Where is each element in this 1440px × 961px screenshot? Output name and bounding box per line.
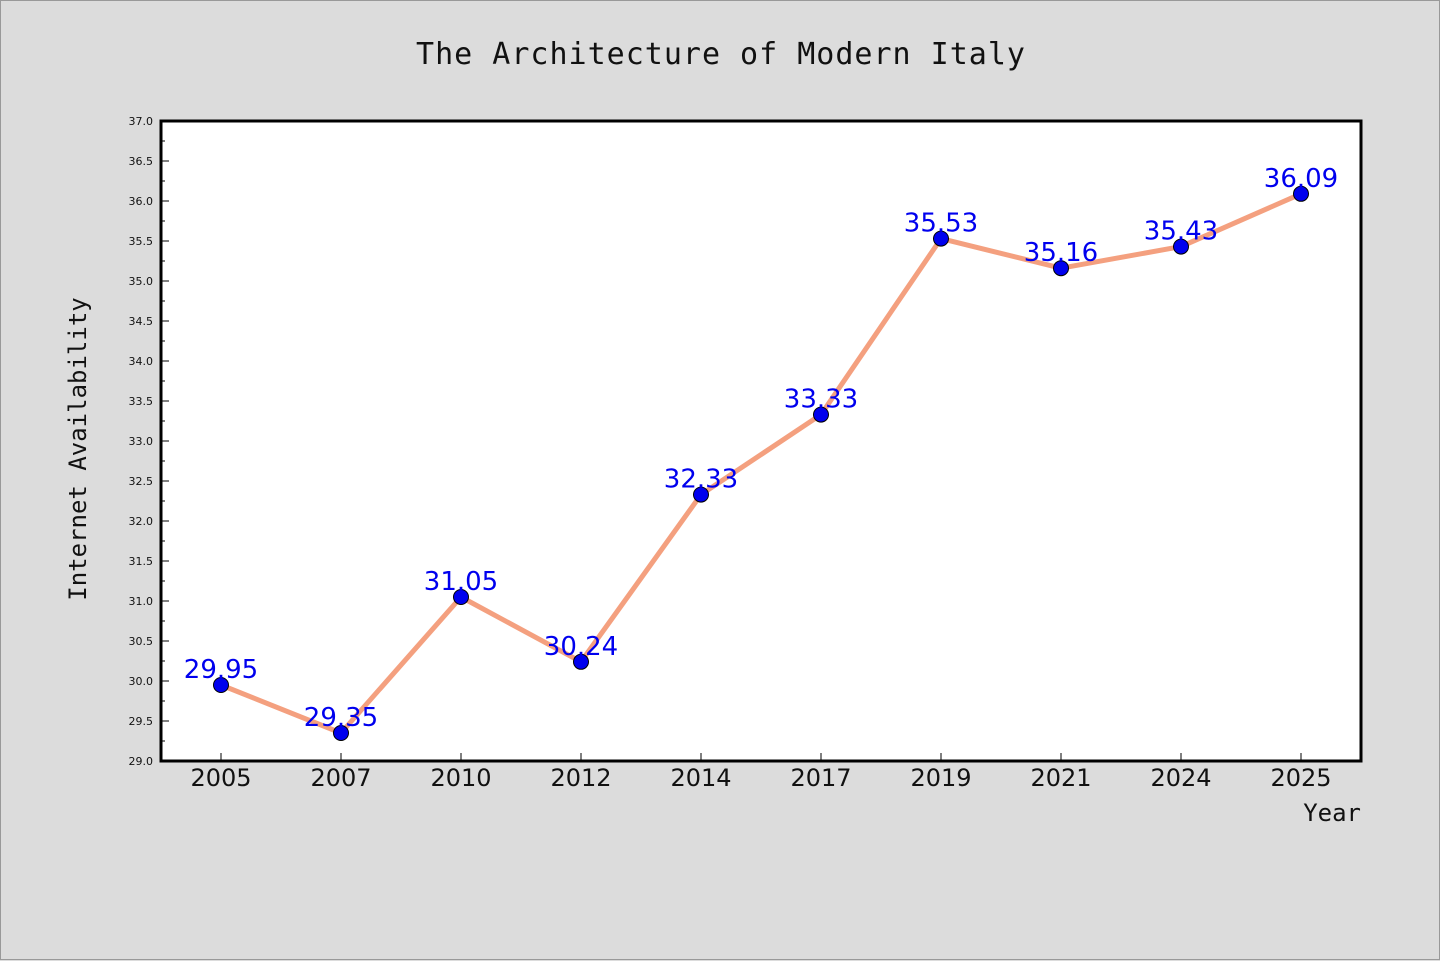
y-tick-label: 37.0 [129, 115, 154, 128]
y-tick-label: 31.5 [129, 555, 154, 568]
y-tick-label: 31.0 [129, 595, 154, 608]
data-labels: 29.95 29.35 31.05 30.24 32.33 33.33 35.53 35.16… [184, 164, 1338, 733]
y-tick-label: 32.5 [129, 475, 154, 488]
x-axis-label: Year [1303, 799, 1361, 827]
y-tick-label: 30.0 [129, 675, 154, 688]
data-point [1053, 260, 1069, 277]
y-tick-label: 29.0 [129, 755, 154, 768]
data-point [933, 230, 949, 247]
y-tick-label: 29.5 [129, 715, 154, 728]
data-point [813, 406, 829, 423]
x-tick-label: 2014 [670, 764, 731, 792]
x-axis-ticks: 2005 2007 2010 2012 2014 2017 2019 2021 2024 2025 [190, 753, 1332, 792]
y-axis-label: Internet Availability [64, 297, 92, 600]
data-label: 29.35 [304, 703, 378, 733]
chart-title: The Architecture of Modern Italy [416, 37, 1026, 72]
data-point [453, 589, 469, 605]
data-label: 35.43 [1144, 217, 1218, 247]
y-tick-label: 36.0 [129, 195, 154, 208]
data-point [1173, 238, 1189, 255]
x-tick-label: 2025 [1270, 764, 1331, 792]
plot-area [161, 121, 1361, 761]
y-tick-label: 34.5 [129, 315, 154, 328]
data-point [213, 677, 229, 693]
y-tick-label: 33.5 [129, 395, 154, 408]
data-label: 35.53 [904, 209, 978, 239]
x-tick-label: 2017 [790, 764, 851, 792]
y-axis-ticks: 29.0 29.5 30.0 30.5 31.0 31.5 32.0 32.5 33.0 33.5… [129, 115, 169, 768]
data-label: 36.09 [1264, 164, 1338, 194]
data-label: 30.24 [544, 632, 618, 662]
data-point [1293, 185, 1309, 202]
x-tick-label: 2019 [910, 764, 971, 792]
data-point [333, 725, 349, 741]
data-label: 31.05 [424, 567, 498, 597]
y-tick-label: 34.0 [129, 355, 154, 368]
data-point [693, 486, 709, 503]
x-tick-label: 2012 [550, 764, 611, 792]
y-tick-label: 30.5 [129, 635, 154, 648]
x-tick-label: 2007 [310, 764, 371, 792]
data-label: 32.33 [664, 465, 738, 495]
series-line [218, 191, 1304, 736]
data-point [573, 653, 589, 670]
x-tick-label: 2005 [190, 764, 251, 792]
series-markers [213, 185, 1309, 741]
y-tick-label: 36.5 [129, 155, 154, 168]
x-tick-label: 2024 [1150, 764, 1211, 792]
y-tick-label: 35.0 [129, 275, 154, 288]
data-label: 29.95 [184, 655, 258, 685]
x-tick-label: 2010 [430, 764, 491, 792]
data-label: 33.33 [784, 385, 858, 415]
y-tick-label: 32.0 [129, 515, 154, 528]
y-tick-label: 35.5 [129, 235, 154, 248]
x-tick-label: 2021 [1030, 764, 1091, 792]
plot-frame [159, 119, 1363, 763]
data-label: 35.16 [1024, 238, 1098, 268]
y-tick-label: 33.0 [129, 435, 154, 448]
